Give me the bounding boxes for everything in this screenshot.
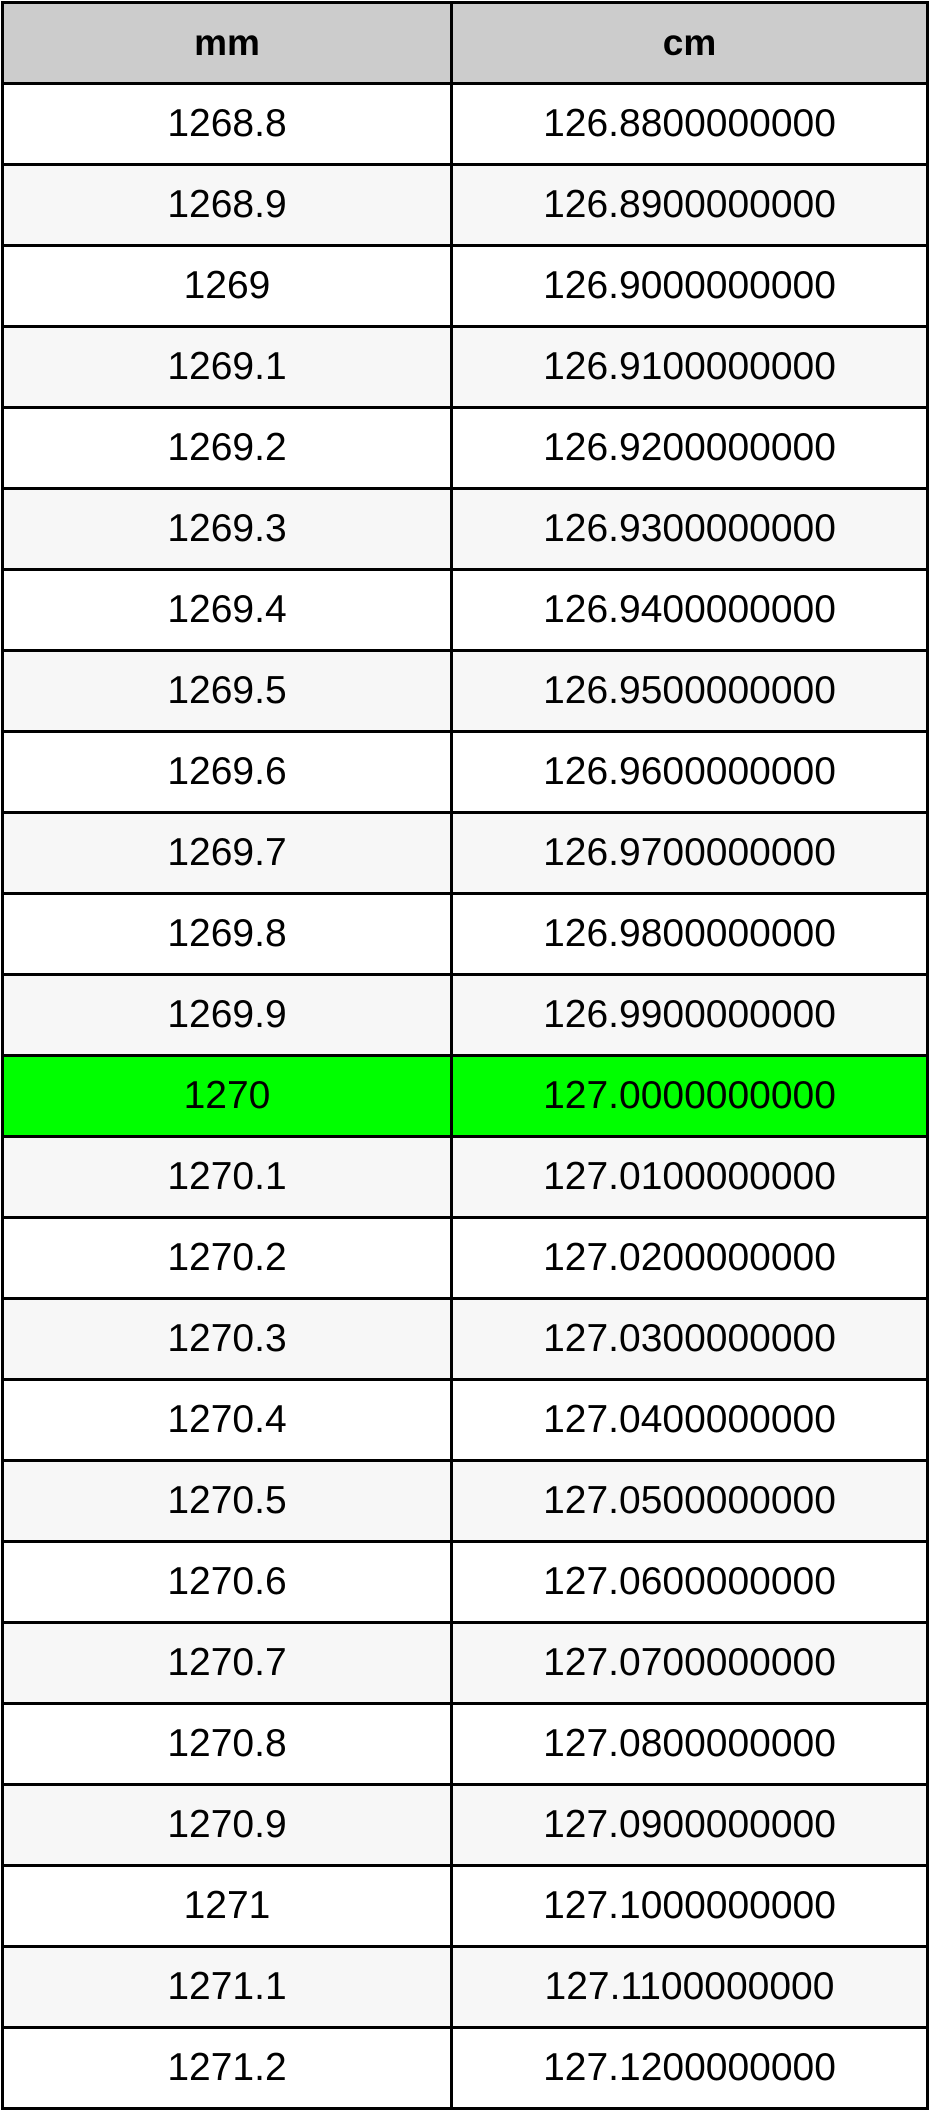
mm-cell: 1271 xyxy=(1,1864,453,1948)
header-cm: cm xyxy=(450,1,929,85)
cm-cell: 127.0800000000 xyxy=(450,1702,929,1786)
table-row: 1269.1 126.9100000000 xyxy=(1,325,929,409)
cm-cell: 126.9500000000 xyxy=(450,649,929,733)
mm-cell: 1269.2 xyxy=(1,406,453,490)
table-row: 1269 126.9000000000 xyxy=(1,244,929,328)
table-row-highlighted: 1270 127.0000000000 xyxy=(1,1054,929,1138)
table-row: 1270.8 127.0800000000 xyxy=(1,1702,929,1786)
mm-cell: 1269.6 xyxy=(1,730,453,814)
header-row: mm cm xyxy=(1,1,929,85)
cm-cell: 126.9800000000 xyxy=(450,892,929,976)
cm-cell: 127.0000000000 xyxy=(450,1054,929,1138)
cm-cell: 126.9900000000 xyxy=(450,973,929,1057)
table-row: 1269.3 126.9300000000 xyxy=(1,487,929,571)
cm-cell: 126.9100000000 xyxy=(450,325,929,409)
cm-cell: 127.0700000000 xyxy=(450,1621,929,1705)
mm-cell: 1269.1 xyxy=(1,325,453,409)
mm-cell: 1270 xyxy=(1,1054,453,1138)
mm-cell: 1269.8 xyxy=(1,892,453,976)
table-row: 1270.2 127.0200000000 xyxy=(1,1216,929,1300)
mm-cell: 1269.3 xyxy=(1,487,453,571)
mm-cell: 1270.5 xyxy=(1,1459,453,1543)
cm-cell: 127.0900000000 xyxy=(450,1783,929,1867)
mm-cell: 1270.4 xyxy=(1,1378,453,1462)
cm-cell: 127.1200000000 xyxy=(450,2026,929,2110)
mm-cell: 1270.7 xyxy=(1,1621,453,1705)
mm-cell: 1269 xyxy=(1,244,453,328)
table-row: 1268.9 126.8900000000 xyxy=(1,163,929,247)
cm-cell: 126.9200000000 xyxy=(450,406,929,490)
cm-cell: 126.9400000000 xyxy=(450,568,929,652)
mm-cell: 1268.9 xyxy=(1,163,453,247)
cm-cell: 126.9000000000 xyxy=(450,244,929,328)
table-row: 1268.8 126.8800000000 xyxy=(1,82,929,166)
mm-cell: 1270.2 xyxy=(1,1216,453,1300)
table-row: 1270.9 127.0900000000 xyxy=(1,1783,929,1867)
cm-cell: 127.0500000000 xyxy=(450,1459,929,1543)
mm-cell: 1271.2 xyxy=(1,2026,453,2110)
table-row: 1271.1 127.1100000000 xyxy=(1,1945,929,2029)
cm-cell: 126.8900000000 xyxy=(450,163,929,247)
table-row: 1269.6 126.9600000000 xyxy=(1,730,929,814)
mm-cell: 1271.1 xyxy=(1,1945,453,2029)
mm-cell: 1270.1 xyxy=(1,1135,453,1219)
table-row: 1270.5 127.0500000000 xyxy=(1,1459,929,1543)
table-row: 1270.3 127.0300000000 xyxy=(1,1297,929,1381)
table-row: 1270.4 127.0400000000 xyxy=(1,1378,929,1462)
mm-cell: 1270.3 xyxy=(1,1297,453,1381)
cm-cell: 126.9700000000 xyxy=(450,811,929,895)
table-row: 1269.4 126.9400000000 xyxy=(1,568,929,652)
table-row: 1269.7 126.9700000000 xyxy=(1,811,929,895)
header-mm: mm xyxy=(1,1,453,85)
cm-cell: 127.0200000000 xyxy=(450,1216,929,1300)
cm-cell: 126.9600000000 xyxy=(450,730,929,814)
cm-cell: 127.1100000000 xyxy=(450,1945,929,2029)
cm-cell: 127.0400000000 xyxy=(450,1378,929,1462)
cm-cell: 126.9300000000 xyxy=(450,487,929,571)
table-row: 1269.8 126.9800000000 xyxy=(1,892,929,976)
cm-cell: 127.1000000000 xyxy=(450,1864,929,1948)
cm-cell: 127.0300000000 xyxy=(450,1297,929,1381)
mm-cell: 1268.8 xyxy=(1,82,453,166)
table-row: 1271 127.1000000000 xyxy=(1,1864,929,1948)
table-row: 1270.1 127.0100000000 xyxy=(1,1135,929,1219)
mm-cell: 1269.9 xyxy=(1,973,453,1057)
mm-cell: 1269.5 xyxy=(1,649,453,733)
cm-cell: 127.0100000000 xyxy=(450,1135,929,1219)
mm-cell: 1270.8 xyxy=(1,1702,453,1786)
cm-cell: 127.0600000000 xyxy=(450,1540,929,1624)
mm-cell: 1270.6 xyxy=(1,1540,453,1624)
mm-cell: 1270.9 xyxy=(1,1783,453,1867)
table-row: 1269.2 126.9200000000 xyxy=(1,406,929,490)
table-row: 1269.9 126.9900000000 xyxy=(1,973,929,1057)
mm-cell: 1269.7 xyxy=(1,811,453,895)
mm-cell: 1269.4 xyxy=(1,568,453,652)
cm-cell: 126.8800000000 xyxy=(450,82,929,166)
table-row: 1270.7 127.0700000000 xyxy=(1,1621,929,1705)
table-row: 1270.6 127.0600000000 xyxy=(1,1540,929,1624)
table-row: 1271.2 127.1200000000 xyxy=(1,2026,929,2110)
table-row: 1269.5 126.9500000000 xyxy=(1,649,929,733)
